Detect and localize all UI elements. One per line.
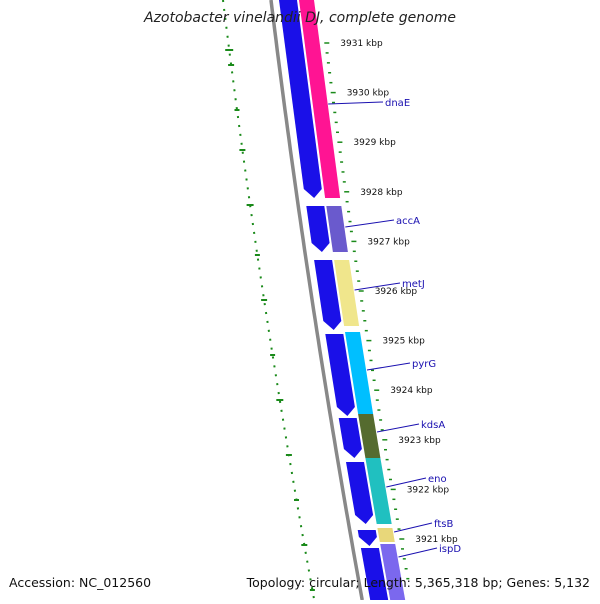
tick-label: 3924 kbp (390, 386, 433, 396)
gene-ftsB-block (377, 528, 395, 542)
gene-label: ftsB (434, 519, 453, 530)
tick-label: 3922 kbp (407, 485, 450, 495)
gene-metJ-block (334, 260, 360, 326)
gene-pyrG-block (345, 332, 374, 414)
tick-label: 3921 kbp (415, 535, 458, 545)
tick-label: 3925 kbp (382, 337, 425, 347)
reverse-strand-gene (314, 260, 342, 330)
reverse-strand-gene (346, 462, 374, 524)
gene-label: kdsA (421, 420, 445, 431)
gene-label-leader (345, 219, 395, 228)
gene-label-leader (366, 362, 411, 371)
tick-label: 3928 kbp (360, 188, 403, 198)
reverse-strand-gene (338, 418, 362, 458)
gene-label-leader (354, 282, 401, 291)
forward-strand-track (299, 0, 406, 600)
backbone-track (269, 0, 364, 601)
genome-summary-text: Topology: circular; Length: 5,365,318 bp… (246, 575, 590, 590)
tick-label: 3930 kbp (347, 89, 390, 99)
gene-label-track: dnaE accA metJ pyrG kdsA eno ftsB ispD (328, 98, 461, 558)
reverse-strand-gene (306, 206, 330, 252)
map-title: Azotobacter vinelandii DJ, complete geno… (144, 10, 456, 26)
gene-label-leader (376, 423, 420, 433)
ruler-track: 3931 kbp 3930 kbp 3929 kbp 3928 kbp 3927 kbp… (324, 39, 458, 580)
gene-kdsA-block (358, 414, 381, 458)
reverse-strand-gene (357, 530, 377, 546)
gene-label-leader (386, 477, 427, 488)
accession-text: Accession: NC_012560 (9, 575, 152, 590)
gene-dnaE-block (299, 0, 341, 198)
gc-content-track (222, 0, 316, 601)
tick-label: 3929 kbp (353, 138, 396, 148)
reverse-strand-gene (279, 0, 322, 198)
gene-label-leader (328, 101, 384, 105)
reverse-strand-track (279, 0, 389, 600)
gene-ispD-block (380, 544, 406, 600)
gene-label: metJ (402, 279, 425, 290)
gene-eno-block (365, 458, 392, 524)
gene-label: pyrG (412, 359, 436, 370)
gene-accA-block (326, 206, 348, 252)
gene-label: accA (396, 216, 420, 227)
tick-label: 3931 kbp (340, 39, 383, 49)
gene-label: eno (428, 474, 447, 485)
gene-label: ispD (439, 544, 461, 555)
tick-label: 3927 kbp (367, 237, 410, 247)
reverse-strand-gene (360, 548, 389, 600)
reverse-strand-gene (325, 334, 355, 416)
backbone-line (269, 0, 364, 601)
tick-label: 3923 kbp (398, 436, 441, 446)
gene-label-leader (393, 522, 433, 533)
gene-label: dnaE (385, 98, 410, 109)
gene-label-leader (398, 547, 438, 558)
tick-label: 3926 kbp (375, 287, 418, 297)
